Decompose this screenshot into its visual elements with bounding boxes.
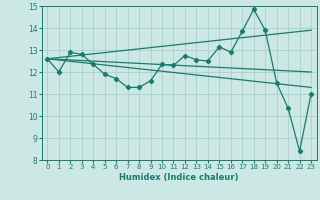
X-axis label: Humidex (Indice chaleur): Humidex (Indice chaleur)	[119, 173, 239, 182]
